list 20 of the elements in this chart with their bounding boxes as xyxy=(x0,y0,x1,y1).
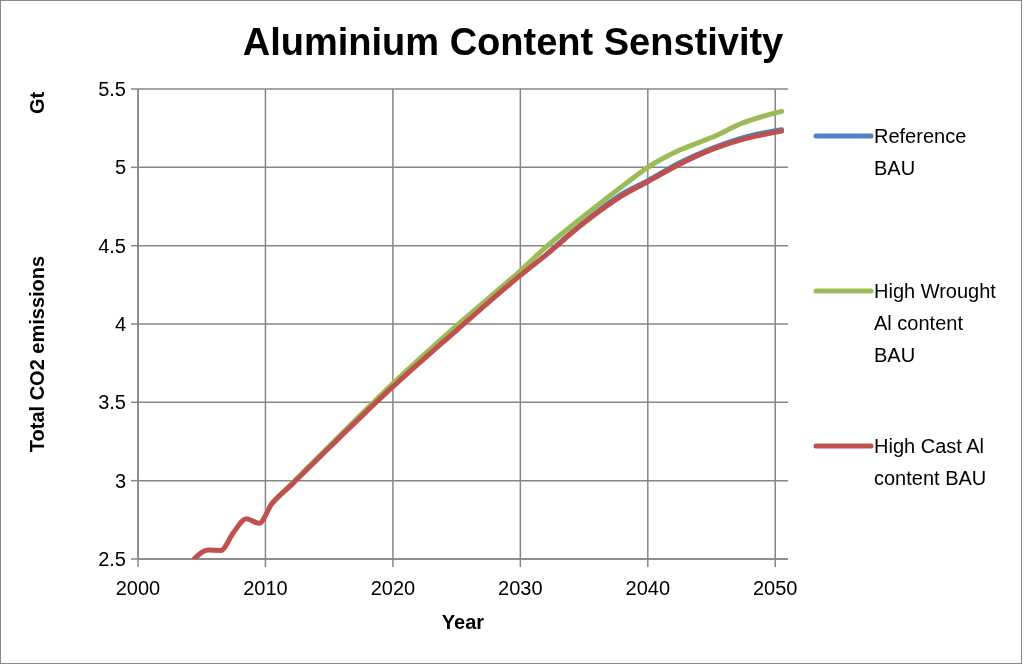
legend-label: Reference BAU xyxy=(874,125,967,179)
y-tick-label: 3.5 xyxy=(98,391,126,414)
x-tick-label: 2000 xyxy=(115,577,161,599)
text: Gt xyxy=(26,91,48,115)
y-tick-label: 2.5 xyxy=(98,548,126,570)
y-tick-label: 5.5 xyxy=(98,78,126,100)
x-tick-label: 2010 xyxy=(243,577,288,599)
x-tick-label: 2050 xyxy=(753,577,798,599)
x-tick-label: 2020 xyxy=(370,577,416,599)
x-axis-title: Year xyxy=(441,611,485,633)
chart-title: Aluminium Content Senstivity xyxy=(242,21,784,63)
y-tick-label: 4.5 xyxy=(98,234,126,257)
y-axis-title: Total CO2 emissions xyxy=(26,255,48,453)
y-tick-label: 5 xyxy=(114,156,126,179)
x-tick-label: 2040 xyxy=(625,577,671,599)
x-tick-label: 2030 xyxy=(498,577,543,599)
y-tick-label: 4 xyxy=(114,313,126,335)
legend-label: High Wrought Al content BAU xyxy=(874,280,997,366)
y-tick-label: 3 xyxy=(114,469,126,492)
legend-label: High Cast Al content BAU xyxy=(874,435,987,489)
